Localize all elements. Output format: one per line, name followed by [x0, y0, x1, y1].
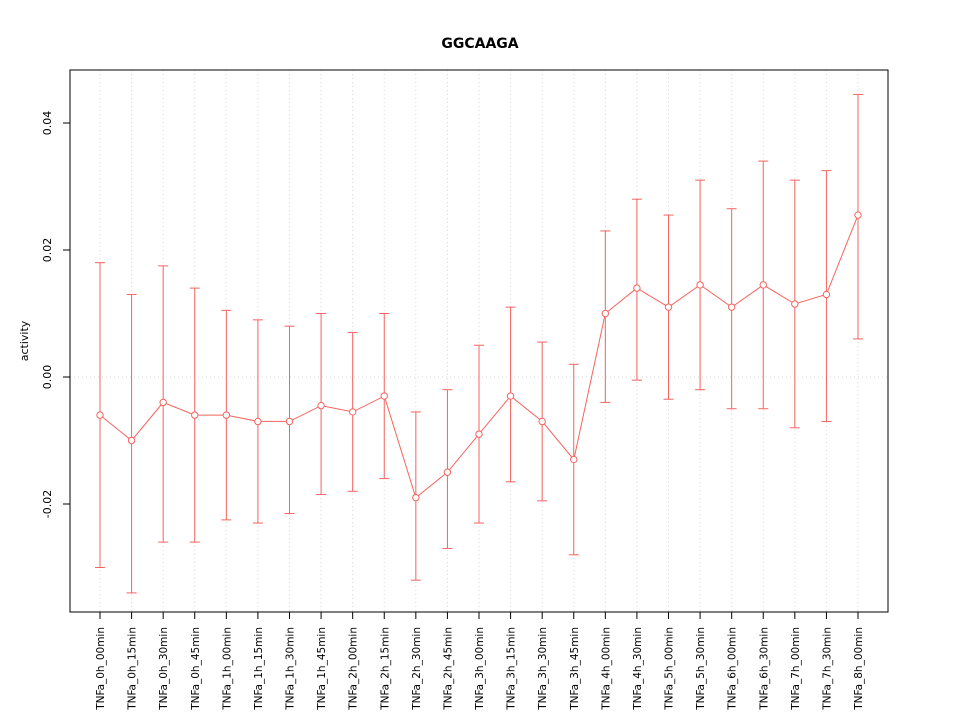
- x-tick-label: TNFa_4h_00min: [600, 627, 612, 711]
- x-tick-label: TNFa_0h_30min: [158, 627, 170, 711]
- data-point: [696, 281, 704, 289]
- x-tick-label: TNFa_1h_00min: [221, 627, 233, 711]
- x-tick-label: TNFa_0h_45min: [190, 627, 202, 711]
- x-tick-label: TNFa_6h_00min: [727, 627, 739, 711]
- x-tick-label: TNFa_2h_30min: [411, 627, 423, 711]
- data-point: [475, 430, 483, 438]
- y-tick-label: 0.04: [41, 111, 54, 136]
- data-point: [222, 411, 231, 419]
- x-tick-label: TNFa_4h_30min: [632, 627, 644, 711]
- y-axis-label: activity: [18, 320, 31, 361]
- y-tick-label: 0.00: [41, 365, 54, 390]
- data-point: [822, 290, 831, 299]
- data-point: [506, 392, 515, 400]
- data-point: [159, 398, 167, 407]
- data-point: [443, 468, 452, 476]
- data-point: [570, 455, 578, 464]
- data-point: [191, 411, 199, 419]
- y-axis: -0.02 0.00 0.02 0.04: [41, 111, 70, 518]
- data-point: [759, 281, 767, 289]
- x-tick-label: TNFa_3h_30min: [537, 627, 549, 711]
- x-tick-label: TNFa_0h_00min: [95, 627, 107, 711]
- y-tick-label: -0.02: [41, 490, 54, 518]
- data-point: [96, 411, 104, 419]
- gridlines: [99, 70, 859, 612]
- data-point: [538, 417, 546, 426]
- data-point: [285, 417, 294, 426]
- data-point: [791, 300, 799, 308]
- x-tick-label: TNFa_8h_00min: [853, 627, 865, 711]
- x-tick-label: TNFa_3h_45min: [569, 627, 581, 711]
- data-point: [412, 493, 420, 502]
- data-point: [601, 309, 610, 318]
- data-point: [254, 417, 262, 426]
- x-tick-label: TNFa_3h_00min: [474, 627, 486, 711]
- x-axis: TNFa_0h_00min TNFa_0h_15min TNFa_0h_30min T…: [95, 612, 865, 711]
- x-tick-label: TNFa_1h_15min: [253, 627, 265, 711]
- x-tick-label: TNFa_2h_00min: [348, 627, 360, 711]
- x-tick-label: TNFa_2h_15min: [379, 627, 391, 711]
- x-tick-label: TNFa_0h_15min: [127, 627, 139, 711]
- data-point: [727, 303, 736, 311]
- data-point: [127, 436, 136, 445]
- y-tick-label: 0.02: [41, 238, 54, 263]
- x-tick-label: TNFa_7h_30min: [821, 627, 833, 711]
- data-point: [380, 392, 388, 400]
- x-tick-label: TNFa_5h_00min: [664, 627, 676, 711]
- data-point: [317, 401, 325, 410]
- x-tick-label: TNFa_3h_15min: [506, 627, 518, 711]
- x-tick-label: TNFa_5h_30min: [695, 627, 707, 711]
- data-point: [664, 303, 673, 311]
- x-tick-label: TNFa_1h_45min: [316, 627, 328, 711]
- chart-title: GGCAAGA: [441, 36, 519, 52]
- x-tick-label: TNFa_6h_30min: [758, 627, 770, 711]
- x-tick-label: TNFa_1h_30min: [285, 627, 297, 711]
- data-points: [96, 211, 862, 502]
- data-point: [633, 284, 641, 292]
- x-tick-label: TNFa_7h_00min: [790, 627, 802, 711]
- data-point: [348, 408, 357, 416]
- x-tick-label: TNFa_2h_45min: [442, 627, 454, 711]
- error-bars: [95, 93, 863, 594]
- data-point: [854, 211, 862, 219]
